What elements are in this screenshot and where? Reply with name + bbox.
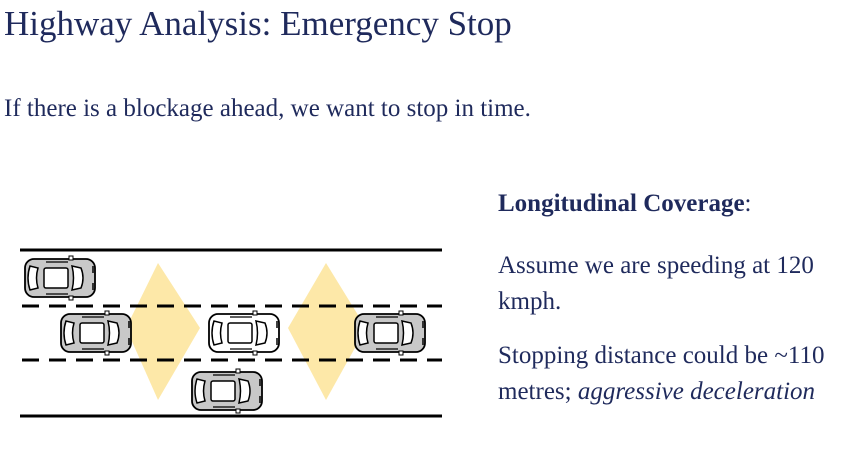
car-middle-right [355, 311, 425, 355]
coverage-heading: Longitudinal Coverage: [498, 186, 838, 222]
slide-subtitle: If there is a blockage ahead, we want to… [4, 92, 531, 126]
aggressive-deceleration-text: aggressive deceleration [578, 378, 815, 405]
rear-sensor-zone [126, 263, 200, 400]
speed-assumption-text: Assume we are speeding at 120 kmph. [498, 248, 838, 320]
car-middle-left [61, 311, 131, 355]
stopping-distance-text: Stopping distance could be ~110 metres; … [498, 338, 838, 410]
coverage-panel: Longitudinal Coverage: Assume we are spe… [498, 186, 838, 410]
car-middle-center [209, 311, 279, 355]
car-top-left [25, 256, 95, 300]
highway-diagram [0, 230, 460, 430]
car-bottom-center [192, 369, 262, 413]
slide-title: Highway Analysis: Emergency Stop [4, 2, 512, 46]
